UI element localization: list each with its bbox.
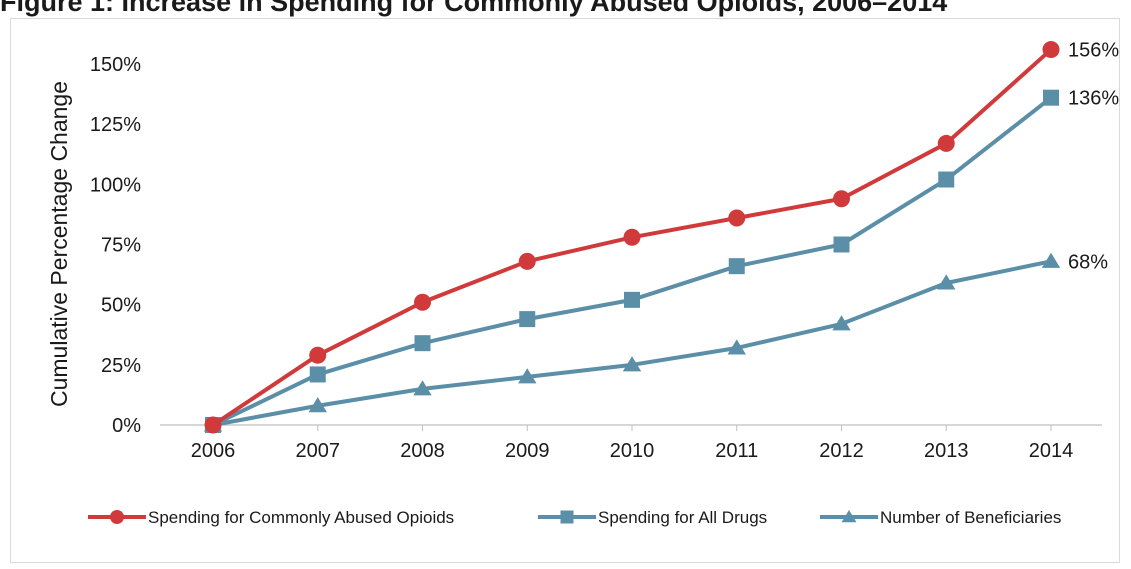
x-tick-label: 2008: [400, 440, 445, 462]
legend-label: Spending for Commonly Abused Opioids: [148, 508, 454, 527]
data-point-square: [728, 258, 745, 275]
data-point-triangle: [308, 397, 327, 413]
x-tick-label: 2012: [819, 440, 864, 462]
x-tick-label: 2010: [610, 440, 655, 462]
y-tick-label: 75%: [101, 235, 141, 257]
data-point-triangle: [727, 339, 746, 355]
y-tick-label: 25%: [101, 355, 141, 377]
x-tick-label: 2007: [296, 440, 341, 462]
data-point-square: [309, 366, 326, 383]
data-point-circle: [414, 293, 431, 311]
data-point-circle: [1042, 41, 1060, 59]
end-value-label: 156%: [1068, 40, 1119, 62]
legend-marker-circle: [110, 510, 124, 524]
legend-marker-triangle: [841, 509, 857, 523]
data-point-square: [624, 291, 640, 308]
data-point-triangle: [937, 274, 956, 290]
legend-label: Spending for All Drugs: [598, 508, 767, 527]
data-point-square: [1043, 89, 1059, 106]
data-point-square: [938, 171, 955, 188]
legend-label: Number of Beneficiaries: [880, 508, 1061, 527]
end-value-label: 136%: [1068, 88, 1119, 110]
legend-marker-square: [560, 510, 574, 524]
data-point-square: [519, 311, 536, 328]
chart-title-strip: Figure 1: Increase in Spending for Commo…: [0, 0, 1131, 20]
x-tick-label: 2009: [505, 440, 550, 462]
x-tick-label: 2014: [1029, 440, 1074, 462]
data-point-circle: [937, 134, 955, 152]
y-tick-label: 150%: [90, 54, 141, 76]
data-point-circle: [309, 346, 327, 364]
chart-frame: [10, 18, 1120, 563]
data-point-circle: [833, 190, 850, 208]
end-value-label: 68%: [1068, 251, 1108, 273]
y-axis-title: Cumulative Percentage Change: [46, 81, 72, 407]
series-line-square: [212, 96, 1053, 427]
data-point-circle: [204, 416, 222, 434]
data-point-triangle: [622, 356, 642, 372]
data-point-triangle: [413, 380, 432, 396]
data-point-circle: [728, 209, 746, 227]
data-point-triangle: [518, 368, 537, 384]
y-tick-label: 100%: [90, 174, 141, 196]
y-tick-label: 50%: [101, 295, 141, 317]
data-point-triangle: [832, 315, 851, 331]
y-tick-label: 125%: [90, 114, 141, 136]
x-tick-label: 2013: [924, 440, 969, 462]
data-point-circle: [623, 228, 641, 246]
chart-title: Figure 1: Increase in Spending for Commo…: [0, 0, 948, 17]
data-point-circle: [518, 252, 536, 270]
x-tick-label: 2011: [715, 440, 758, 462]
data-point-square: [414, 335, 431, 352]
data-point-square: [833, 236, 850, 253]
data-point-triangle: [1041, 252, 1061, 268]
y-tick-label: 0%: [112, 415, 141, 437]
x-tick-label: 2006: [191, 440, 236, 462]
